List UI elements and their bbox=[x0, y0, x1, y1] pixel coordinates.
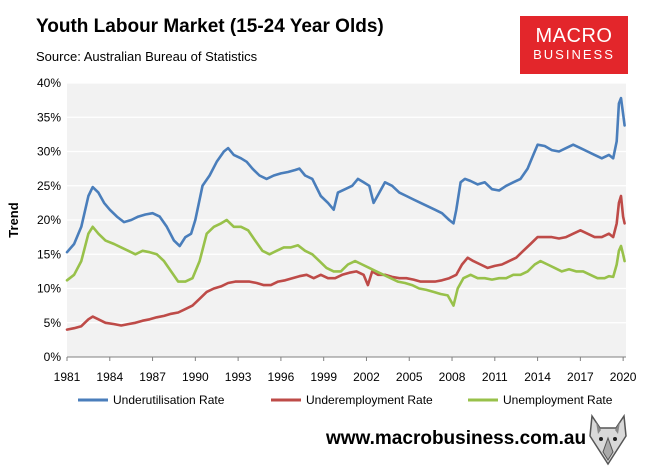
series-lines bbox=[65, 96, 626, 331]
y-tick-label: 40% bbox=[37, 76, 61, 90]
y-tick-label: 0% bbox=[44, 350, 62, 364]
fox-logo-icon bbox=[589, 414, 627, 466]
x-tick-label: 2020 bbox=[610, 370, 637, 384]
logo-text-macro: MACRO bbox=[535, 25, 613, 47]
line-chart: 0%5%10%15%20%25%30%35%40% 1981 1984 1987 19… bbox=[6, 76, 637, 407]
legend-label: Underutilisation Rate bbox=[113, 393, 225, 407]
x-tick-labels: 1981 1984 1987 1990 1993 1996 1999 2002 2005 2008… bbox=[54, 357, 637, 384]
series-line-underutilisation-rate bbox=[65, 96, 626, 254]
y-tick-labels: 0% 5% 10% 15% 20% 25% 30% 35% 40% bbox=[37, 76, 61, 364]
y-axis-title: Trend bbox=[6, 202, 21, 237]
chart-title: Youth Labour Market (15-24 Year Olds) bbox=[36, 16, 384, 37]
x-tick-label: 2005 bbox=[396, 370, 423, 384]
x-tick-label: 1990 bbox=[182, 370, 209, 384]
x-tick-label: 1984 bbox=[96, 370, 123, 384]
x-tick-label: 1996 bbox=[268, 370, 295, 384]
website-url: www.macrobusiness.com.au bbox=[326, 428, 587, 449]
x-tick-label: 2002 bbox=[353, 370, 380, 384]
x-tick-label: 2008 bbox=[439, 370, 466, 384]
x-tick-label: 2014 bbox=[524, 370, 551, 384]
x-tick-label: 1987 bbox=[139, 370, 166, 384]
x-tick-label: 1981 bbox=[54, 370, 81, 384]
gridlines bbox=[67, 82, 626, 324]
logo-text-business: BUSINESS bbox=[533, 47, 615, 62]
macrobusiness-logo: MACRO BUSINESS bbox=[520, 16, 628, 74]
y-tick-label: 30% bbox=[37, 145, 61, 159]
legend-label: Underemployment Rate bbox=[306, 393, 433, 407]
x-tick-label: 1999 bbox=[310, 370, 337, 384]
y-tick-label: 15% bbox=[37, 247, 61, 261]
y-tick-label: 35% bbox=[37, 110, 61, 124]
y-tick-label: 10% bbox=[37, 282, 61, 296]
series-line-underemployment-rate bbox=[65, 194, 626, 331]
y-tick-label: 25% bbox=[37, 179, 61, 193]
x-tick-label: 1993 bbox=[225, 370, 252, 384]
x-tick-label: 2017 bbox=[567, 370, 594, 384]
y-tick-label: 20% bbox=[37, 213, 61, 227]
legend: Underutilisation Rate Underemployment Rat… bbox=[78, 393, 613, 407]
x-tick-label: 2011 bbox=[482, 370, 508, 384]
legend-label: Unemployment Rate bbox=[503, 393, 613, 407]
chart-subtitle: Source: Australian Bureau of Statistics bbox=[36, 49, 258, 64]
y-tick-label: 5% bbox=[44, 316, 62, 330]
series-line-unemployment-rate bbox=[65, 218, 626, 307]
